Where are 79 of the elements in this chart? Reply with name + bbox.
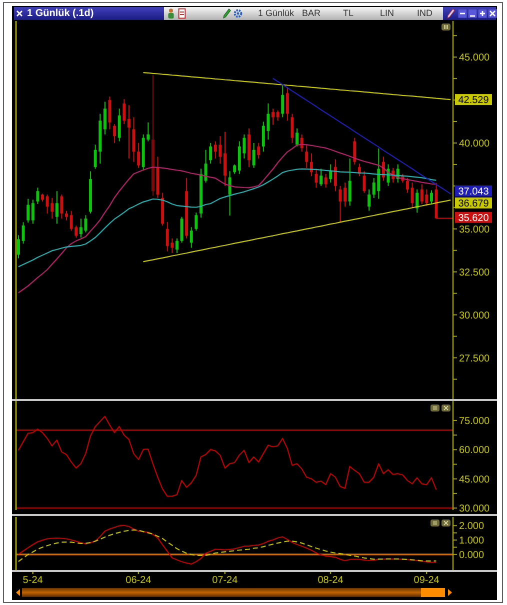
- candlestick: [180, 216, 184, 244]
- line-series: [272, 78, 452, 194]
- y-tick-label: 30.000: [459, 504, 490, 515]
- candlestick: [281, 84, 284, 118]
- data-label: 36.679: [458, 198, 490, 210]
- candlestick: [127, 104, 130, 159]
- y-tick-label: 30.000: [459, 310, 490, 322]
- x-tick-label: 09-24: [414, 575, 440, 586]
- chart-title: 1 Günlük (.1d): [27, 7, 94, 20]
- candlestick: [228, 170, 232, 216]
- y-tick-label: 45.000: [459, 474, 490, 486]
- candlestick: [233, 164, 236, 174]
- candlestick: [416, 188, 419, 214]
- candlestick: [132, 116, 136, 162]
- candlestick: [344, 182, 347, 208]
- candlestick: [286, 86, 289, 122]
- y-tick-label: 60.000: [459, 445, 490, 456]
- candlestick: [103, 101, 106, 135]
- candlestick: [334, 158, 337, 192]
- candlestick: [17, 234, 20, 259]
- candlestick: [272, 108, 275, 126]
- y-tick-label: 0.000: [459, 550, 484, 561]
- text: TL: [343, 7, 354, 20]
- line-series: [142, 72, 452, 100]
- y-tick-label: 27.500: [459, 353, 490, 364]
- candlestick: [348, 158, 352, 206]
- candlestick: [175, 238, 178, 254]
- candlestick: [60, 194, 64, 220]
- y-tick-label: 32.500: [459, 267, 490, 278]
- candlestick: [122, 98, 126, 125]
- candlestick: [190, 226, 193, 248]
- candlestick: [65, 210, 68, 221]
- candlestick: [22, 222, 25, 244]
- candlestick: [410, 182, 414, 208]
- candlestick: [368, 188, 371, 212]
- candlestick: [320, 168, 323, 186]
- candlestick: [113, 124, 116, 144]
- candlestick: [430, 190, 433, 204]
- y-tick-label: 35.000: [459, 224, 490, 236]
- candlestick: [406, 178, 409, 194]
- text: 35.620: [458, 213, 489, 224]
- candlestick: [290, 113, 294, 144]
- y-tick-label: 40.000: [459, 138, 490, 150]
- text: BAR: [302, 7, 321, 20]
- candlestick: [324, 173, 328, 188]
- candlestick: [353, 137, 356, 165]
- candlestick: [296, 128, 299, 147]
- candlestick: [108, 96, 112, 130]
- text: IND: [417, 7, 432, 20]
- y-tick-label: 75.000: [459, 416, 490, 428]
- data-label: 37.043: [458, 186, 490, 198]
- candlestick: [252, 142, 256, 168]
- candlestick: [36, 187, 40, 204]
- candlestick: [209, 142, 212, 164]
- y-tick-label: 1.000: [459, 536, 484, 547]
- candlestick: [276, 110, 280, 122]
- candlestick: [26, 198, 30, 224]
- candlestick: [257, 142, 260, 159]
- x-tick-label: 07-24: [212, 575, 238, 586]
- candlestick: [223, 131, 226, 186]
- data-label: 42.529: [458, 95, 490, 106]
- candlestick: [118, 108, 121, 142]
- candlestick: [362, 170, 366, 194]
- x-tick-label: 06-24: [126, 575, 152, 586]
- candlestick: [338, 185, 342, 223]
- candlestick: [204, 149, 208, 184]
- text: 1 Günlük: [258, 7, 294, 20]
- line-series: [18, 416, 437, 497]
- y-tick-label: 45.000: [459, 52, 490, 64]
- y-tick-label: 2.000: [459, 521, 484, 532]
- candlestick: [194, 212, 198, 232]
- text: LIN: [380, 7, 394, 20]
- candlestick: [314, 168, 318, 188]
- candlestick: [137, 142, 140, 168]
- x-tick-label: 5-24: [22, 575, 44, 586]
- candlestick: [55, 190, 58, 224]
- candlestick: [31, 199, 34, 224]
- candlestick: [305, 144, 308, 168]
- x-tick-label: 08-24: [318, 575, 344, 586]
